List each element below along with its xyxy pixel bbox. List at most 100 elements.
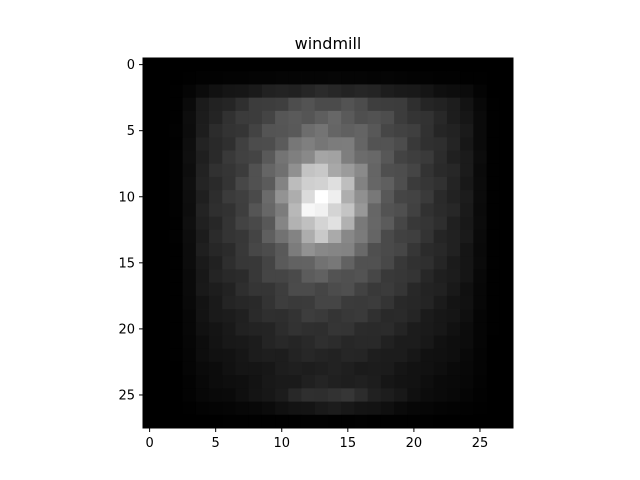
heatmap-cell <box>341 375 355 389</box>
heatmap-cell <box>499 361 514 376</box>
heatmap-cell <box>328 295 342 310</box>
heatmap-cell <box>209 256 223 270</box>
heatmap-cell <box>301 71 316 85</box>
heatmap-cell <box>261 335 276 350</box>
heatmap-cell <box>209 84 223 99</box>
heatmap-cell <box>143 163 157 178</box>
heatmap-cell <box>420 203 435 217</box>
heatmap-cell <box>301 97 316 112</box>
heatmap-cell <box>169 58 184 72</box>
heatmap-cell <box>288 110 302 125</box>
heatmap-cell <box>195 58 210 72</box>
heatmap-cell <box>182 375 197 389</box>
heatmap-cell <box>248 229 263 244</box>
heatmap-cell <box>354 309 369 323</box>
heatmap-cell <box>354 84 369 99</box>
heatmap-cell <box>394 388 408 402</box>
heatmap-cell <box>394 375 408 389</box>
heatmap-cell <box>182 269 197 284</box>
heatmap-cell <box>460 269 474 284</box>
heatmap-cell <box>301 216 316 231</box>
heatmap-cell <box>182 97 197 112</box>
heatmap-cell <box>182 84 197 99</box>
heatmap-cell <box>235 375 250 389</box>
heatmap-cell <box>420 322 435 336</box>
heatmap-cell <box>499 110 514 125</box>
heatmap-cell <box>209 348 223 363</box>
heatmap-cell <box>182 348 197 363</box>
heatmap-cell <box>235 269 250 284</box>
heatmap-cell <box>301 309 316 323</box>
heatmap-cell <box>446 282 461 297</box>
heatmap-cell <box>341 216 355 231</box>
x-tick-label: 0 <box>145 436 153 451</box>
heatmap-cell <box>275 361 289 376</box>
heatmap-cell <box>314 401 329 416</box>
heatmap-cell <box>420 361 435 376</box>
heatmap-cell <box>248 414 263 429</box>
heatmap-cell <box>156 58 170 72</box>
heatmap-cell <box>486 388 501 402</box>
heatmap-cell <box>261 216 276 231</box>
heatmap-cell <box>195 401 210 416</box>
heatmap-cell <box>275 256 289 270</box>
heatmap-cell <box>407 361 421 376</box>
heatmap-cell <box>156 150 170 165</box>
heatmap-cell <box>248 110 263 125</box>
heatmap-cell <box>301 361 316 376</box>
heatmap-cell <box>328 163 342 178</box>
heatmap-cell <box>209 282 223 297</box>
heatmap-cell <box>473 71 487 85</box>
heatmap-cell <box>301 335 316 350</box>
heatmap-cell <box>288 84 302 99</box>
heatmap-cell <box>328 322 342 336</box>
heatmap-cell <box>367 375 382 389</box>
heatmap-cell <box>433 243 448 257</box>
heatmap-cell <box>460 243 474 257</box>
heatmap-cell <box>367 176 382 191</box>
heatmap-cell <box>486 163 501 178</box>
heatmap-cell <box>433 388 448 402</box>
heatmap-cell <box>314 229 329 244</box>
heatmap-cell <box>328 84 342 99</box>
heatmap-cell <box>222 58 236 72</box>
heatmap-cell <box>275 282 289 297</box>
y-tick-label: 20 <box>118 322 135 337</box>
heatmap-cell <box>367 84 382 99</box>
heatmap-cell <box>473 190 487 204</box>
heatmap-cell <box>143 361 157 376</box>
heatmap-cell <box>314 58 329 72</box>
heatmap-cell <box>407 163 421 178</box>
heatmap-cell <box>222 216 236 231</box>
heatmap-cell <box>195 269 210 284</box>
heatmap-cell <box>288 229 302 244</box>
heatmap-cell <box>394 150 408 165</box>
heatmap-cell <box>446 309 461 323</box>
heatmap-cell <box>301 243 316 257</box>
heatmap-cell <box>222 176 236 191</box>
heatmap-cell <box>248 203 263 217</box>
heatmap-cell <box>394 256 408 270</box>
heatmap-cell <box>248 150 263 165</box>
heatmap-cell <box>499 375 514 389</box>
heatmap-cell <box>288 176 302 191</box>
heatmap-cell <box>248 216 263 231</box>
heatmap-cell <box>433 256 448 270</box>
heatmap-cell <box>486 71 501 85</box>
heatmap-cell <box>380 401 395 416</box>
heatmap-cell <box>235 150 250 165</box>
heatmap-cell <box>341 229 355 244</box>
heatmap-cell <box>420 335 435 350</box>
heatmap-cell <box>460 58 474 72</box>
heatmap-cell <box>235 335 250 350</box>
heatmap-cell <box>235 216 250 231</box>
heatmap-cell <box>156 361 170 376</box>
heatmap-cell <box>407 190 421 204</box>
heatmap-cell <box>182 163 197 178</box>
heatmap-cell <box>499 414 514 429</box>
heatmap-cell <box>209 322 223 336</box>
heatmap-cell <box>143 229 157 244</box>
heatmap-cell <box>460 71 474 85</box>
heatmap-cell <box>222 348 236 363</box>
heatmap-cell <box>328 150 342 165</box>
